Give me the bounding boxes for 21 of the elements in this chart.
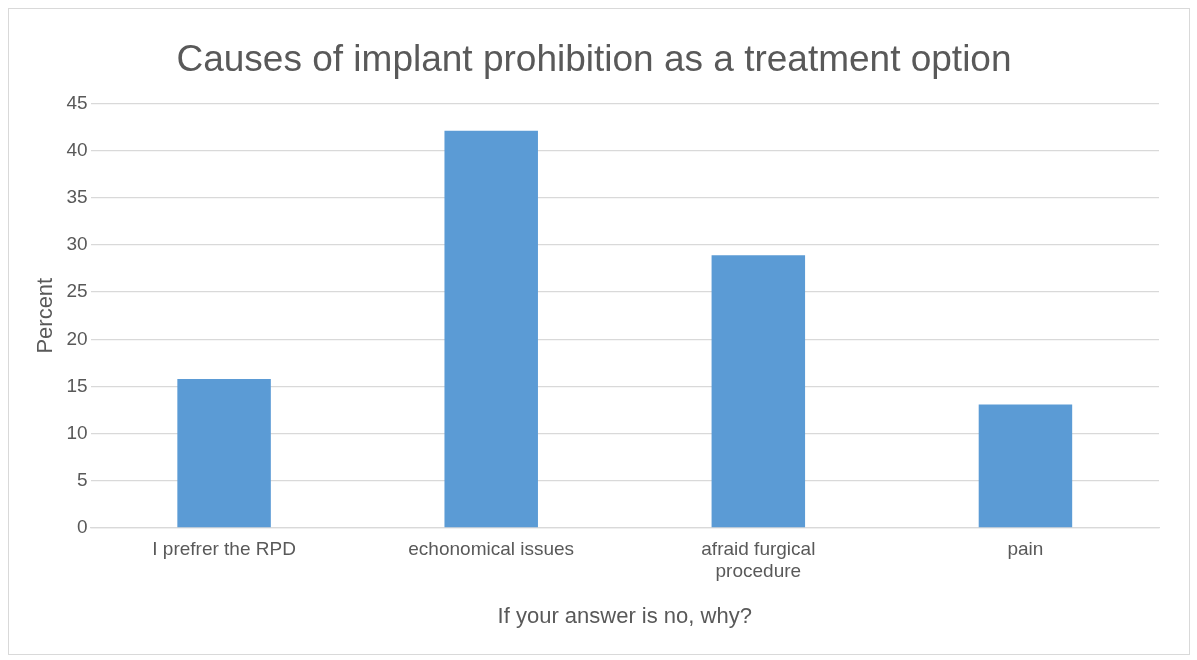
y-tick-label: 20 bbox=[66, 327, 88, 349]
bar bbox=[978, 404, 1073, 528]
y-tick-label: 35 bbox=[66, 185, 88, 207]
y-tick-label: 5 bbox=[76, 469, 88, 491]
bar bbox=[444, 130, 538, 528]
y-tick-label: 0 bbox=[76, 516, 88, 538]
bar bbox=[711, 255, 806, 528]
y-tick-label: 30 bbox=[66, 233, 88, 255]
y-tick-label: 25 bbox=[66, 280, 88, 302]
x-axis-title: If your answer is no, why? bbox=[497, 602, 752, 628]
x-tick-label: pain bbox=[1007, 537, 1044, 559]
x-tick-label: afraid furgical procedure bbox=[701, 537, 816, 582]
chart-title: Causes of implant prohibition as a treatment option bbox=[176, 38, 1012, 80]
y-tick-label: 10 bbox=[66, 421, 88, 443]
y-tick-label: 40 bbox=[66, 138, 88, 160]
y-axis-title: Percent bbox=[32, 277, 58, 354]
y-tick-label: 45 bbox=[66, 91, 88, 113]
y-tick-label: 15 bbox=[66, 374, 88, 396]
x-tick-label: I prefrer the RPD bbox=[152, 537, 296, 559]
x-tick-label: echonomical issues bbox=[408, 537, 575, 559]
bar bbox=[177, 378, 271, 528]
